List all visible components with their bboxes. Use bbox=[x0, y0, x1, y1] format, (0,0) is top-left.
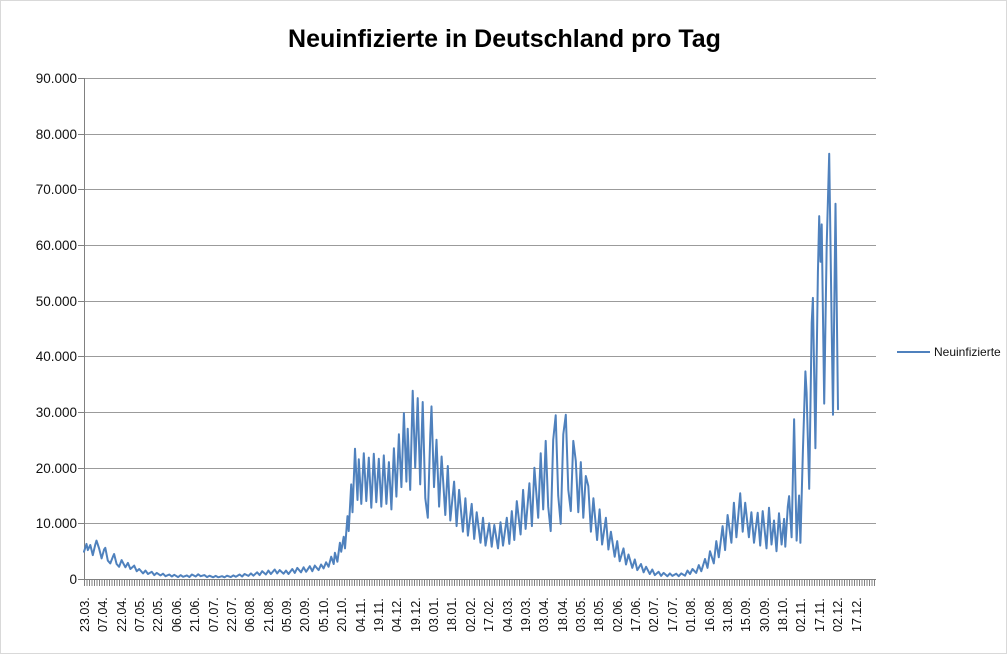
x-axis-label: 30.09. bbox=[757, 597, 772, 632]
x-axis-label: 17.07. bbox=[665, 597, 680, 632]
data-series-line bbox=[83, 152, 839, 579]
x-axis-label: 05.10. bbox=[316, 597, 331, 632]
x-axis-label: 04.03. bbox=[500, 597, 515, 632]
x-axis-label: 06.08. bbox=[243, 597, 258, 632]
y-axis-label: 50.000 bbox=[35, 293, 77, 309]
x-axis-label: 18.10. bbox=[776, 597, 791, 632]
x-axis-label: 19.12. bbox=[408, 597, 423, 632]
x-axis-label: 20.09. bbox=[298, 597, 313, 632]
x-axis-label: 18.04. bbox=[555, 597, 570, 632]
x-axis-label: 22.07. bbox=[224, 597, 239, 632]
x-axis-label: 23.03. bbox=[78, 597, 92, 632]
x-axis-label: 02.12. bbox=[831, 597, 846, 632]
x-axis-label: 03.05. bbox=[573, 597, 588, 632]
x-axis-label: 22.04. bbox=[114, 597, 129, 632]
x-axis-label: 22.05. bbox=[151, 597, 166, 632]
x-axis-label: 17.12. bbox=[849, 597, 864, 632]
y-axis-label: 80.000 bbox=[35, 126, 77, 142]
x-axis-label: 19.11. bbox=[371, 598, 386, 632]
x-axis-label: 17.02. bbox=[482, 597, 497, 632]
x-axis-label: 04.11. bbox=[353, 598, 368, 632]
x-axis-label: 07.04. bbox=[96, 597, 111, 632]
x-axis-label: 21.08. bbox=[261, 597, 276, 632]
y-axis-label: 60.000 bbox=[35, 238, 77, 253]
x-axis-label: 04.12. bbox=[390, 597, 405, 632]
x-axis-label: 02.11. bbox=[794, 598, 809, 632]
x-axis-label: 07.07. bbox=[206, 597, 221, 632]
y-axis-label: 40.000 bbox=[35, 349, 77, 365]
y-axis-label: 10.000 bbox=[35, 516, 77, 532]
x-axis-label: 31.08. bbox=[720, 597, 735, 632]
x-axis-label: 01.08. bbox=[684, 597, 699, 632]
x-axis-label: 15.09. bbox=[739, 597, 754, 632]
x-axis-label: 07.05. bbox=[133, 597, 148, 632]
x-axis-label: 03.04. bbox=[537, 597, 552, 632]
y-axis-label: 70.000 bbox=[35, 182, 77, 198]
x-axis-label: 18.05. bbox=[592, 597, 607, 632]
x-axis-label: 18.01. bbox=[445, 597, 460, 632]
chart-title: Neuinfizierte in Deutschland pro Tag bbox=[288, 25, 721, 53]
y-axis-label: 20.000 bbox=[35, 460, 77, 476]
y-axis-label: 0 bbox=[69, 572, 77, 587]
x-axis-label: 21.06. bbox=[188, 597, 203, 632]
x-axis-label: 16.08. bbox=[702, 597, 717, 632]
x-axis-label: 02.02. bbox=[463, 597, 478, 632]
y-axis-label: 30.000 bbox=[35, 405, 77, 420]
legend-line-swatch bbox=[897, 351, 930, 353]
x-axis-label: 17.11. bbox=[812, 598, 827, 632]
legend: Neuinfizierte bbox=[897, 345, 1001, 359]
y-axis-label: 90.000 bbox=[35, 71, 77, 86]
x-axis-label: 19.03. bbox=[518, 597, 533, 632]
x-axis-label: 03.01. bbox=[427, 597, 442, 632]
x-axis-label: 05.09. bbox=[280, 597, 295, 632]
x-axis-label: 02.06. bbox=[610, 597, 625, 632]
x-axis-label: 06.06. bbox=[169, 597, 184, 632]
legend-label: Neuinfizierte bbox=[934, 345, 1001, 359]
x-axis-label: 17.06. bbox=[629, 597, 644, 632]
x-axis-label: 20.10. bbox=[335, 597, 350, 632]
x-axis-label: 02.07. bbox=[647, 597, 662, 632]
x-axis-tick-band bbox=[84, 580, 876, 586]
